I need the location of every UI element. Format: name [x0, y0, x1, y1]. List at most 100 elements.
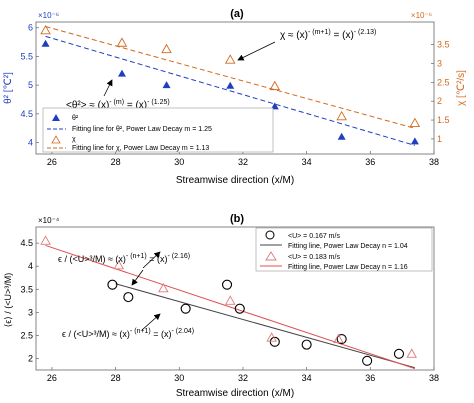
- y-tick-label: 2.5: [20, 330, 33, 340]
- data-point: [116, 37, 128, 47]
- y-tick-label: 1: [437, 134, 442, 144]
- panel-b-y-ticks: 2 2.5 3 3.5 4 4.5: [20, 238, 39, 363]
- data-point: [234, 303, 245, 314]
- x-tick-label: 30: [174, 373, 184, 383]
- annotation-text: <θ²> ≈ (x): [66, 100, 109, 111]
- annotation-text: χ ≈ (x): [280, 30, 308, 41]
- legend-marker-chi: [51, 135, 61, 144]
- x-tick-label: 30: [174, 157, 184, 167]
- data-point: [107, 279, 118, 290]
- panel-a-x-ticks: 26 28 30 32 34 36 38: [47, 151, 439, 167]
- data-point: [221, 279, 233, 290]
- annotation-superscript: - (n+1): [126, 253, 147, 260]
- x-tick-label: 28: [111, 373, 121, 383]
- data-point: [410, 137, 419, 145]
- y-tick-label: 3.5: [437, 40, 450, 50]
- data-point: [333, 333, 344, 344]
- data-point: [224, 54, 236, 64]
- panel-a-frame: [35, 21, 435, 155]
- annotation-text: = (x): [147, 254, 168, 264]
- legend-marker-u183: [265, 251, 277, 261]
- y-tick-label: 2: [28, 353, 33, 363]
- annotation-superscript: - (m+1): [308, 29, 331, 36]
- panel-b-legend: <U> = 0.167 m/s Fitting line, Power Law …: [255, 227, 433, 272]
- x-tick-label: 26: [47, 373, 57, 383]
- annotation-arrow: [131, 269, 144, 286]
- data-point: [40, 24, 51, 35]
- x-tick-label: 34: [302, 373, 312, 383]
- annotation-text: ϵ / (<U>³/M) ≈ (x): [62, 329, 130, 339]
- data-point: [337, 132, 346, 140]
- fit-line-1: [45, 35, 416, 146]
- panel-a-markers: [40, 24, 421, 145]
- panel-a-left-ticks: 4 4.5 5 5.5 6: [20, 23, 39, 148]
- panel-b-fit-lines: [45, 244, 416, 370]
- y-tick-label: 4.5: [20, 238, 33, 248]
- panel-a-label: (a): [230, 8, 244, 20]
- panel-b-exponent: ×10⁻⁴: [38, 216, 60, 225]
- annotation-superscript: - (2.13): [354, 29, 377, 36]
- y-tick-label: 4: [28, 261, 33, 271]
- y-tick-label: 4: [28, 138, 33, 148]
- x-tick-label: 26: [47, 157, 57, 167]
- fit-line-3: [45, 244, 416, 370]
- annotation-text: = (x): [331, 30, 354, 41]
- annotation-arrow: [103, 79, 113, 97]
- panel-a-x-axis-label: Streamwise direction (x/M): [176, 175, 294, 186]
- svg-text:χ ≈ (x)- (m+1) = (x)- (2.13): χ ≈ (x)- (m+1) = (x)- (2.13): [280, 29, 376, 41]
- annotation-text: = (x): [124, 100, 147, 111]
- panel-b-annotation-upper: ϵ / (<U>³/M) ≈ (x)- (n+1) = (x)- (2.16): [58, 251, 190, 286]
- annotation-arrow: [142, 251, 161, 269]
- panel-b-frame: [35, 226, 435, 371]
- data-point: [269, 336, 280, 347]
- y-tick-label: 1.5: [437, 115, 450, 125]
- legend-label-theta-fit: Fitting line for θ², Power Law Decay m =…: [72, 126, 212, 133]
- annotation-text: = (x): [151, 329, 172, 339]
- legend-marker-theta: [52, 114, 60, 121]
- panel-a: (a) 26 28 30 32 34 36 38 4 4.5 5 5.5 6 1 1.5 2 2.5 3 3.…: [3, 8, 467, 186]
- data-point: [266, 332, 277, 342]
- data-point: [409, 117, 421, 128]
- panel-b-label: (b): [230, 213, 244, 225]
- panel-a-legend: θ² Fitting line for θ², Power Law Decay …: [42, 107, 274, 153]
- panel-b: (b) 26 28 30 32 34 36 38 2 2.5 3 3.5 4 4.5 ×10⁻⁴ ⟨ϵ…: [3, 213, 439, 399]
- y-tick-label: 4.5: [20, 109, 33, 119]
- data-point: [162, 81, 171, 89]
- data-point: [117, 69, 126, 77]
- annotation-superscript: - (n+1): [130, 328, 151, 335]
- data-point: [226, 81, 235, 89]
- legend-label-u183: <U> = 0.183 m/s: [288, 254, 340, 261]
- annotation-text: ϵ / (<U>³/M) ≈ (x): [58, 254, 126, 264]
- data-point: [336, 110, 347, 121]
- data-point: [269, 80, 281, 91]
- x-tick-label: 36: [365, 157, 375, 167]
- panel-a-right-ticks: 1 1.5 2 2.5 3 3.5: [431, 40, 450, 144]
- panel-a-right-exponent: ×10⁻⁶: [411, 11, 432, 20]
- x-tick-label: 36: [365, 373, 375, 383]
- data-point: [336, 334, 347, 345]
- data-point: [113, 259, 125, 270]
- annotation-arrow: [237, 41, 276, 61]
- data-point: [224, 295, 236, 305]
- annotation-superscript: - (2.16): [168, 253, 191, 260]
- legend-label-u167: <U> = 0.167 m/s: [288, 233, 340, 240]
- x-tick-label: 32: [238, 157, 248, 167]
- data-point: [180, 303, 191, 314]
- y-tick-label: 3: [437, 58, 442, 68]
- data-point: [123, 292, 134, 303]
- y-tick-label: 6: [28, 23, 33, 33]
- data-point: [270, 102, 279, 110]
- panel-a-annotation-theta: <θ²> ≈ (x)- (m) = (x)- (1.25): [66, 79, 170, 111]
- data-point: [362, 355, 373, 366]
- legend-label-u183-fit: Fitting line, Power Law Decay n = 1.16: [288, 264, 408, 271]
- annotation-arrow: [141, 313, 161, 331]
- legend-marker-u167: [265, 230, 275, 240]
- x-tick-label: 38: [429, 157, 439, 167]
- svg-text:ϵ / (<U>³/M) ≈ (x)- (n+1) = (: ϵ / (<U>³/M) ≈ (x)- (n+1) = (x)- (2.04): [62, 328, 194, 339]
- panel-b-y-axis-label: ⟨ϵ⟩ / (<U>³/M): [3, 273, 13, 328]
- y-tick-label: 3.5: [20, 284, 33, 294]
- y-tick-label: 5: [28, 80, 33, 90]
- x-tick-label: 32: [238, 373, 248, 383]
- svg-text:ϵ / (<U>³/M) ≈ (x)- (n+1) = (: ϵ / (<U>³/M) ≈ (x)- (n+1) = (x)- (2.16): [58, 253, 190, 264]
